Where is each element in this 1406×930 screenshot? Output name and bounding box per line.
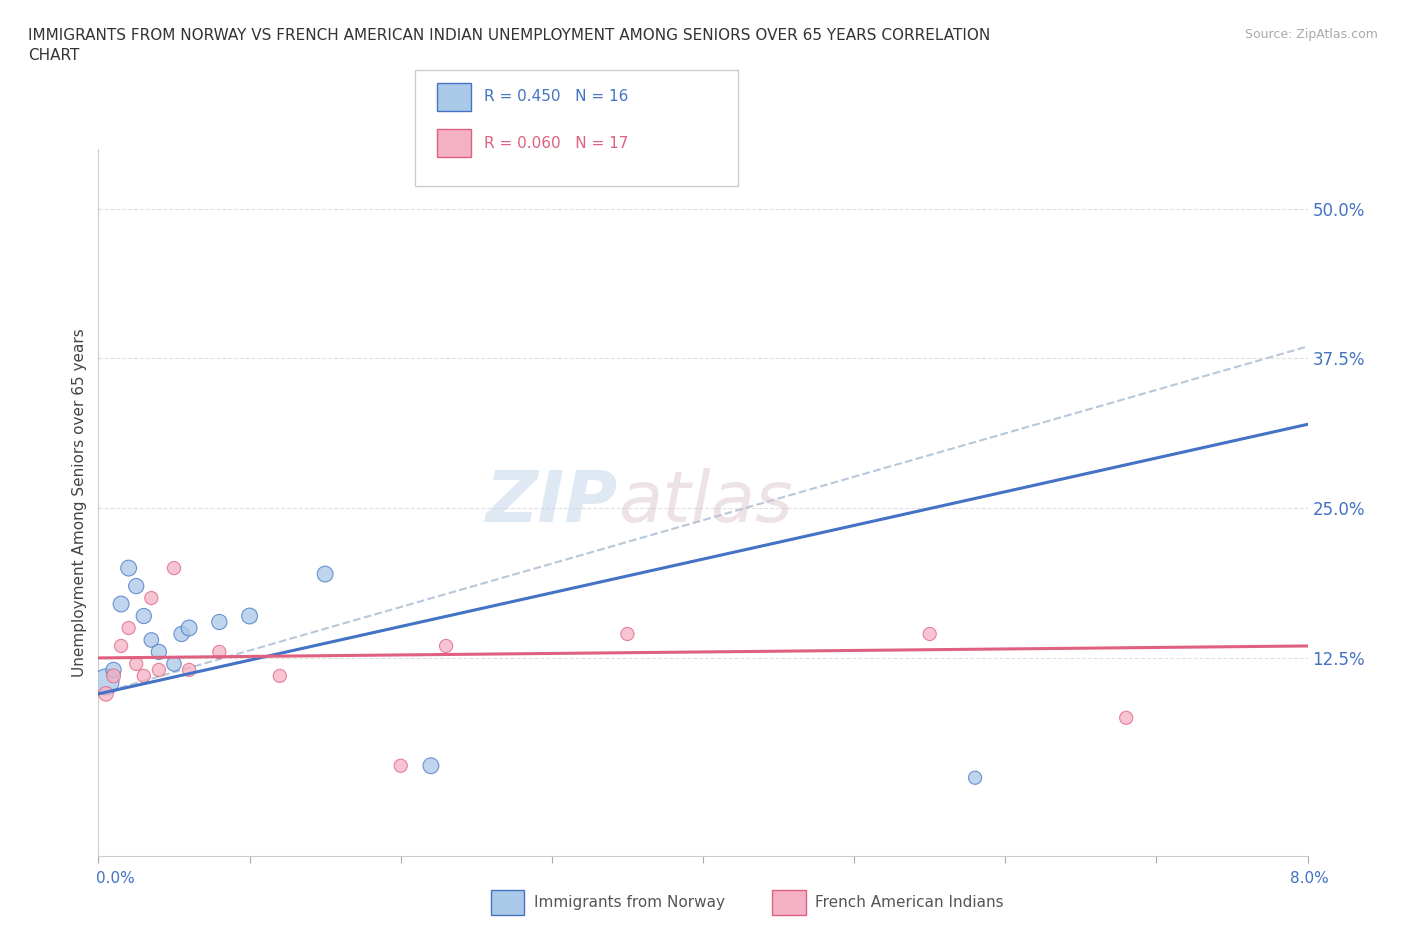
Point <box>118 561 141 576</box>
Point <box>125 657 148 671</box>
Point <box>132 608 155 623</box>
Text: R = 0.450   N = 16: R = 0.450 N = 16 <box>484 89 628 104</box>
Point <box>163 657 186 671</box>
Text: Source: ZipAtlas.com: Source: ZipAtlas.com <box>1244 28 1378 41</box>
Point <box>434 639 457 654</box>
Point <box>208 615 231 630</box>
Point <box>177 662 201 677</box>
Point <box>420 758 443 773</box>
Point <box>389 758 412 773</box>
Point <box>103 662 125 677</box>
Point <box>918 627 941 642</box>
Point <box>170 627 193 642</box>
Point <box>125 578 148 593</box>
Text: R = 0.060   N = 17: R = 0.060 N = 17 <box>484 136 628 151</box>
Text: ZIP: ZIP <box>486 468 619 537</box>
Point <box>141 591 163 605</box>
Point <box>132 669 155 684</box>
Point <box>148 644 170 659</box>
Text: French American Indians: French American Indians <box>815 895 1004 910</box>
Point <box>141 632 163 647</box>
Point <box>965 770 987 785</box>
Point <box>208 644 231 659</box>
Point <box>269 669 291 684</box>
Text: IMMIGRANTS FROM NORWAY VS FRENCH AMERICAN INDIAN UNEMPLOYMENT AMONG SENIORS OVER: IMMIGRANTS FROM NORWAY VS FRENCH AMERICA… <box>28 28 990 62</box>
Point <box>118 620 141 635</box>
Point <box>94 674 117 689</box>
Point <box>177 620 201 635</box>
Text: Immigrants from Norway: Immigrants from Norway <box>534 895 725 910</box>
Text: atlas: atlas <box>619 468 793 537</box>
Text: 8.0%: 8.0% <box>1289 871 1329 886</box>
Point <box>148 662 170 677</box>
Point <box>616 627 638 642</box>
Point <box>239 608 262 623</box>
Point <box>103 669 125 684</box>
Point <box>110 596 132 611</box>
Point <box>314 566 336 581</box>
Y-axis label: Unemployment Among Seniors over 65 years: Unemployment Among Seniors over 65 years <box>72 328 87 677</box>
Point <box>94 686 117 701</box>
Point <box>110 639 132 654</box>
Point <box>163 561 186 576</box>
Point <box>1115 711 1137 725</box>
Text: 0.0%: 0.0% <box>96 871 135 886</box>
